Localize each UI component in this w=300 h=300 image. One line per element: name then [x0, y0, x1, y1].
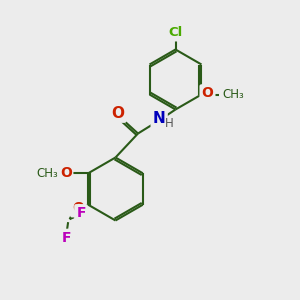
Text: F: F — [62, 231, 71, 245]
Text: F: F — [76, 206, 86, 220]
Text: Cl: Cl — [168, 26, 183, 40]
Text: CH₃: CH₃ — [37, 167, 58, 180]
Text: O: O — [111, 106, 124, 121]
Text: N: N — [153, 111, 166, 126]
Text: CH₃: CH₃ — [222, 88, 244, 101]
Text: H: H — [165, 117, 174, 130]
Text: O: O — [60, 166, 72, 180]
Text: O: O — [202, 86, 213, 100]
Text: O: O — [72, 201, 84, 215]
